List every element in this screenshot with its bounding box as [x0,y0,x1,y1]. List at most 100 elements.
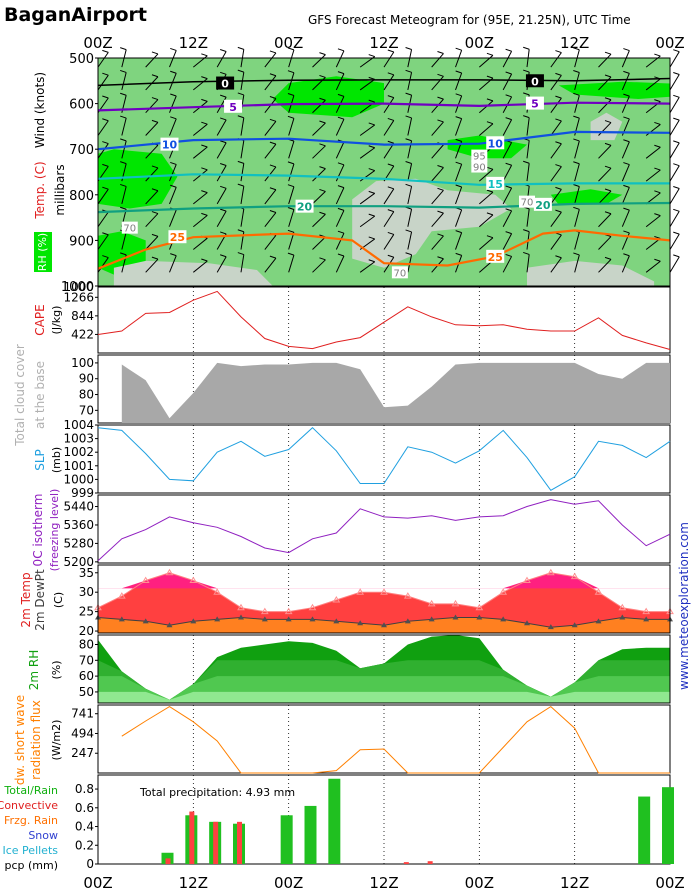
upper-panel-frame [97,57,671,287]
wind-barb-flag [555,186,562,190]
wind-barb-flag [455,116,462,120]
wind-barb-flag [604,165,612,169]
wind-barb [193,215,208,228]
wind-barb [431,121,444,136]
time-label-bottom: 12Z [560,874,589,892]
isotherm-5 [97,101,671,112]
wind-barb [193,146,208,159]
slp-tick-label: 1004 [63,418,94,432]
wind-barb-flag [151,165,159,169]
wind-barb-flag [269,96,277,100]
wind-barb [479,191,494,205]
wind-barb [526,140,530,159]
isotherm-label-box [525,96,544,110]
wind-barb-flag [368,236,375,240]
wind-barb [550,234,562,250]
wind-barb [669,119,680,136]
wind-barb-flag [287,70,295,74]
wind-barb [669,97,680,113]
dewpt-marker [261,616,268,622]
shortwave-axis-units: (W/m2) [50,720,63,761]
wind-barb-flag [237,115,244,119]
wind-barb-flag [220,140,227,144]
wind-barb [383,234,395,250]
wind-barb-flag [319,52,326,56]
temp-marker [141,576,150,584]
wind-barb [455,232,463,250]
isotherm-10 [97,130,671,151]
time-label-bottom: 00Z [274,874,303,892]
wind-barb-flag [573,252,580,256]
slp-tick-label: 1003 [63,432,94,446]
dewpt-marker [595,618,602,624]
wind-barb [502,233,513,250]
wind-barb [383,142,395,159]
wind-barb-flag [405,229,412,233]
wind-barb [502,256,513,273]
wind-barb-flag [505,48,512,52]
wind-barb [669,165,680,182]
wind-barb [621,95,630,113]
temp-tick-label: 20 [79,624,94,638]
wind-barb-flag [237,229,244,233]
freezing-axis-title: 0C isotherm [31,494,45,567]
wind-barb [240,208,245,227]
wind-barb-flag [368,145,375,149]
wind-barb [621,73,630,91]
precip-tick-label: 0.4 [75,820,94,834]
wind-barb [97,52,109,68]
wind-barb [145,213,159,228]
wind-barb-flag [368,99,375,103]
temp-marker [427,599,436,607]
wind-barb-flag [573,70,580,74]
wind-barb [216,210,227,227]
dewpt-marker [571,622,578,628]
wind-barb-flag [319,188,326,192]
wind-barb [431,76,444,91]
wind-barb-flag [120,115,127,119]
isotherm-label-20: 20 [535,199,551,212]
wind-barb-flag [486,75,494,79]
cloud-tick-label: 80 [79,388,94,402]
wind-barb [335,255,345,273]
wind-barb [288,232,295,250]
wind-barb [550,257,562,273]
isotherm-label-box [525,74,544,88]
wind-barb-flag [654,258,661,262]
wind-barb-flag [387,140,394,144]
wind-barb [502,187,513,205]
wind-barb-flag [337,162,345,166]
wind-barb-flag [368,259,375,263]
wind-barb-flag [405,183,412,187]
wind-barb-flag [220,117,227,121]
wind-barb [479,214,494,228]
wind-barb-flag [673,231,680,235]
time-label-bottom: 00Z [465,874,494,892]
wind-barb-flag [505,185,512,189]
wind-barb-flag [505,162,512,166]
wind-barb-flag [623,93,630,97]
wind-barb [550,166,562,182]
wind-barb-flag [523,46,530,50]
rh-label-box [471,160,488,173]
wind-barb-flag [604,97,612,101]
time-label-top: 00Z [274,34,303,52]
wind-barb-flag [170,161,177,165]
wind-barb [264,75,277,91]
freezing-tick-label: 5280 [63,536,94,550]
wind-barb-flag [201,258,208,262]
wind-barb [145,167,159,182]
temp-marker [475,603,484,611]
wind-barb-flag [269,255,277,259]
wind-barb [431,212,444,228]
isotherm-label-box [216,76,235,90]
dewpt-axis-title: 2m DewPt [33,569,47,631]
wind-barb [669,233,680,250]
temp-marker [570,572,579,580]
wind-barb [621,255,630,273]
wind-barb-flag [287,47,295,51]
wind-barb-flag [201,212,208,216]
wind-barb-flag [455,184,462,188]
wind-barb [169,209,177,227]
page-heading: GFS Forecast Meteogram for (95E, 21.25N)… [308,13,631,27]
